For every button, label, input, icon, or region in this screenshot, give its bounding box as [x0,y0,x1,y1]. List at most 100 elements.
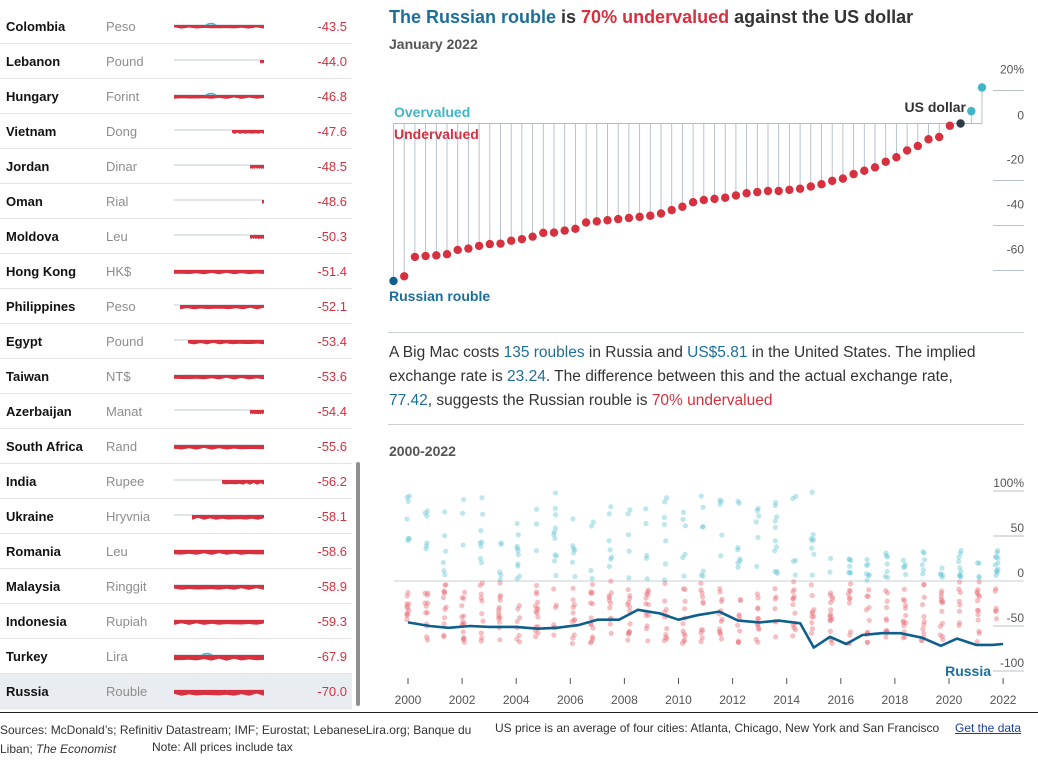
table-row[interactable]: South Africa Rand -55.6 [0,429,352,464]
lollipop-dot[interactable] [913,141,922,151]
overvalued-label: Overvalued [394,104,470,120]
table-row[interactable]: Egypt Pound -53.4 [0,324,352,359]
lollipop-dot[interactable] [838,174,848,183]
lollipop-dot[interactable] [763,186,773,196]
lollipop-dot[interactable] [795,184,805,193]
table-row[interactable]: Colombia Peso -43.5 [0,9,352,44]
lollipop-dot[interactable] [539,228,548,238]
table-row[interactable]: Taiwan NT$ -53.6 [0,359,352,394]
lollipop-dot-russia[interactable] [389,276,398,286]
lollipop-dot[interactable] [464,244,473,253]
lollipop-dot[interactable] [977,83,987,92]
lollipop-dot[interactable] [870,163,880,172]
lollipop-dot[interactable] [753,187,762,197]
lollipop-dot[interactable] [721,193,730,202]
table-row[interactable]: Russia Rouble -70.0 [0,674,352,709]
table-row[interactable]: Romania Leu -58.6 [0,534,352,569]
lollipop-dot[interactable] [924,135,933,144]
lollipop-dot[interactable] [453,245,462,255]
table-row[interactable]: Lebanon Pound -44.0 [0,44,352,79]
lollipop-dot[interactable] [442,250,452,259]
lollipop-dot-us[interactable] [956,119,965,128]
lollipop-dot[interactable] [549,228,559,237]
lollipop-dot[interactable] [678,202,687,211]
lollipop-dot[interactable] [560,226,569,235]
y-tick-label: 20% [1000,63,1024,77]
lollipop-dot[interactable] [528,232,537,241]
lollipop-dot[interactable] [496,239,505,248]
table-row[interactable]: Ukraine Hryvnia -58.1 [0,499,352,534]
lollipop-dot[interactable] [614,214,623,224]
table-row[interactable]: Malaysia Ringgit -58.9 [0,569,352,604]
lollipop-dot[interactable] [667,205,676,215]
scatter-point [535,599,541,605]
lollipop-dot[interactable] [646,211,655,220]
lollipop-dot[interactable] [710,194,719,204]
lollipop-dot[interactable] [860,166,869,175]
lollipop-dot[interactable] [806,182,815,191]
get-data-link[interactable]: Get the data [955,721,1022,735]
table-row[interactable]: India Rupee -56.2 [0,464,352,499]
lollipop-dot[interactable] [849,169,858,179]
lollipop-dot[interactable] [624,213,634,223]
scatter-point [571,632,577,638]
scatter-point [496,619,503,625]
lollipop-dot[interactable] [474,241,484,251]
lollipop-dot[interactable] [688,198,698,207]
table-row[interactable]: Vietnam Dong -47.6 [0,114,352,149]
lollipop-dot[interactable] [731,191,741,200]
table-row[interactable]: Turkey Lira -67.9 [0,639,352,674]
lollipop-dot[interactable] [902,146,912,155]
scatter-point [700,600,706,607]
scatter-point [956,598,962,604]
lollipop-dot[interactable] [507,236,516,245]
country-name: Hong Kong [6,264,77,279]
scatter-point [773,499,779,506]
lollipop-dot[interactable] [581,218,591,227]
lollipop-dot[interactable] [828,176,837,186]
scatter-point [901,564,907,570]
lollipop-dot[interactable] [881,157,890,166]
scatter-point [498,572,504,578]
scatter-point [939,565,945,571]
lollipop-dot[interactable] [592,217,601,226]
lollipop-dot[interactable] [517,234,527,244]
lollipop-dot[interactable] [421,251,430,261]
table-row[interactable]: Hong Kong HK$ -51.4 [0,254,352,289]
table-row[interactable]: Azerbaijan Manat -54.4 [0,394,352,429]
lollipop-dot[interactable] [935,132,944,142]
scrollbar-thumb[interactable] [356,462,360,706]
scatter-point [643,590,650,597]
lollipop-dot[interactable] [571,224,580,233]
lollipop-dot[interactable] [432,251,441,260]
scatter-point [772,538,778,544]
lollipop-dot[interactable] [635,212,644,222]
scatter-point [570,585,576,591]
lollipop-dot[interactable] [892,153,901,162]
lollipop-dot[interactable] [410,252,420,262]
lollipop-dot[interactable] [945,121,955,130]
table-row[interactable]: Moldova Leu -50.3 [0,219,352,254]
scatter-point [532,633,539,640]
lollipop-dot[interactable] [967,106,976,116]
lollipop-dot[interactable] [817,180,826,189]
lollipop-dot[interactable] [774,186,783,196]
russia-line[interactable] [407,608,1004,649]
x-tick-label: 2022 [990,693,1017,707]
lollipop-dot[interactable] [785,185,794,195]
lollipop-dot[interactable] [400,272,409,281]
scatter-point [771,548,778,554]
lollipop-dot[interactable] [742,189,751,198]
scatter-point [864,639,871,645]
sparkline-area [174,620,264,625]
scatter-point [625,631,632,637]
lollipop-dot[interactable] [656,209,666,218]
lollipop-dot[interactable] [485,239,494,249]
table-row[interactable]: Jordan Dinar -48.5 [0,149,352,184]
table-row[interactable]: Indonesia Rupiah -59.3 [0,604,352,639]
table-row[interactable]: Philippines Peso -52.1 [0,289,352,324]
lollipop-dot[interactable] [603,216,612,225]
lollipop-dot[interactable] [699,195,708,205]
table-row[interactable]: Oman Rial -48.6 [0,184,352,219]
table-row[interactable]: Hungary Forint -46.8 [0,79,352,114]
